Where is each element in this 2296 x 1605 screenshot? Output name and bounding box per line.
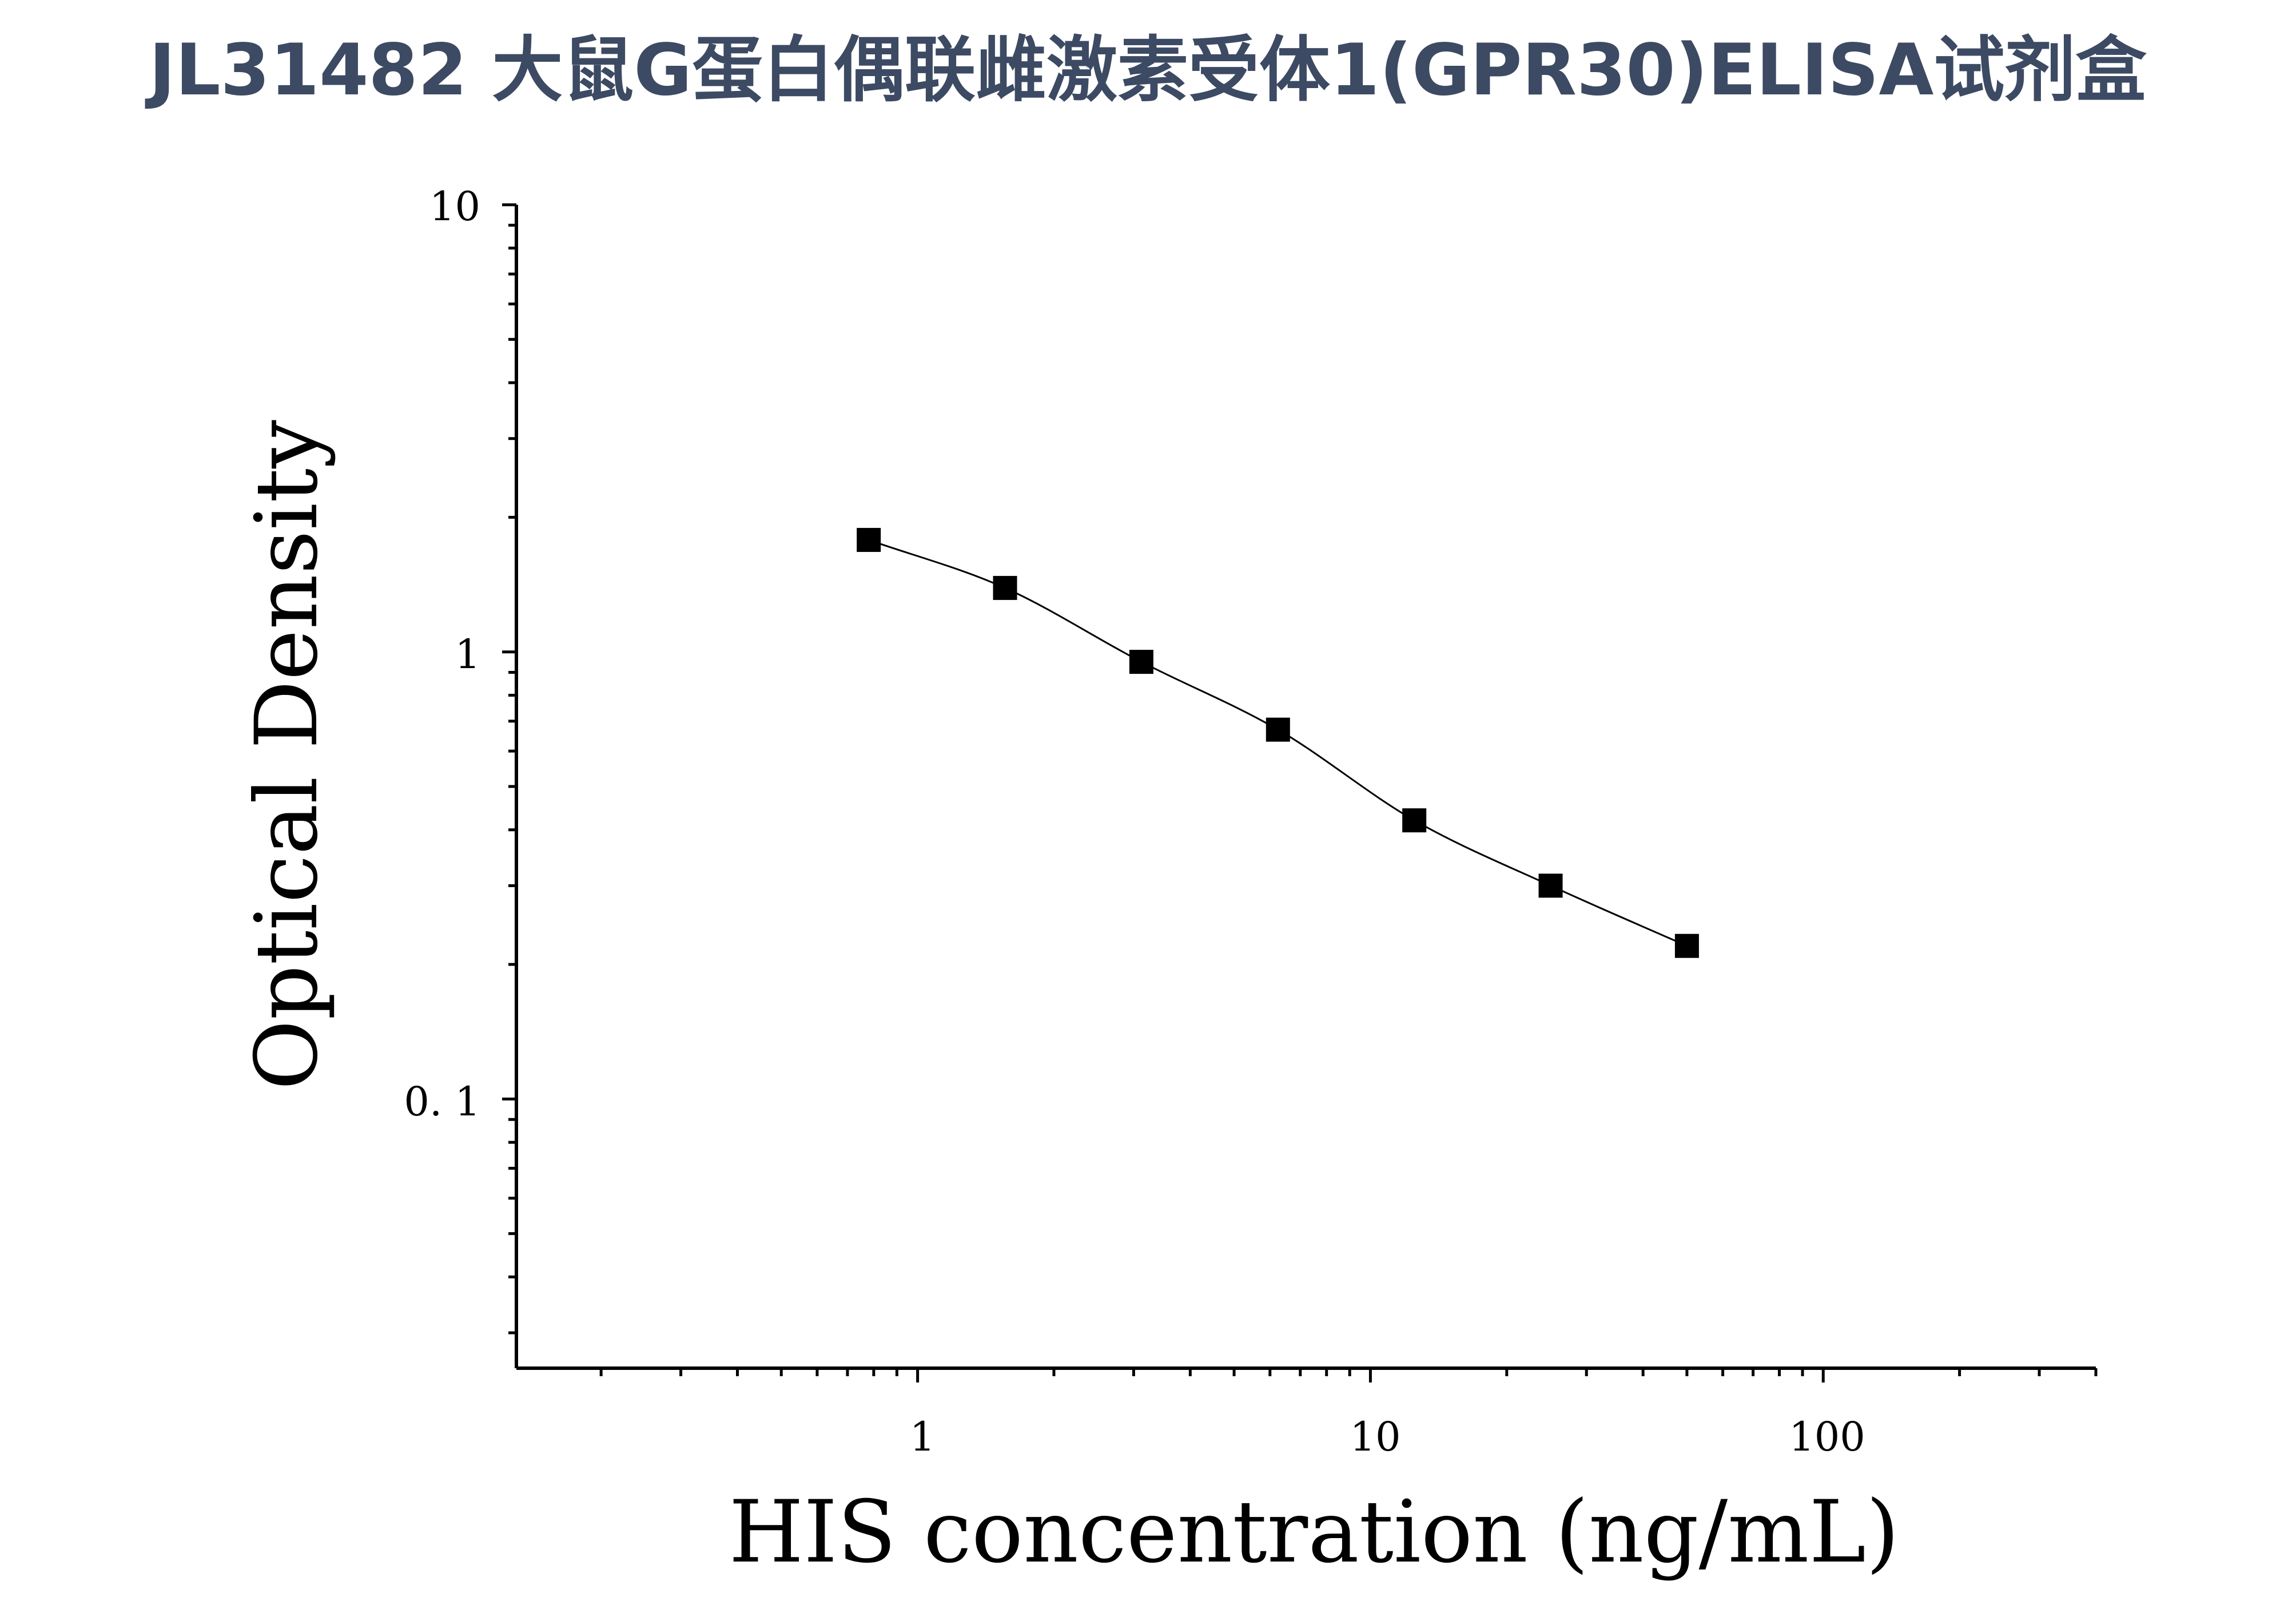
x-axis-label: HIS concentration (ng/mL)	[729, 1483, 1899, 1582]
y-tick-label: 10	[429, 183, 480, 230]
y-axis-label: Optical Density	[237, 420, 337, 1090]
x-tick-label: 100	[1789, 1413, 1865, 1460]
y-tick-label: 0. 1	[404, 1078, 480, 1125]
x-tick-label: 10	[1350, 1413, 1400, 1460]
data-point	[857, 527, 881, 552]
data-point	[1402, 808, 1427, 833]
data-point	[993, 575, 1017, 600]
data-point	[1538, 873, 1563, 898]
data-markers	[857, 527, 1699, 958]
axes	[515, 205, 2096, 1370]
chart-title: JL31482 大鼠G蛋白偶联雌激素受体1(GPR30)ELISA试剂盒	[145, 29, 2147, 112]
data-point	[1266, 717, 1290, 742]
fit-curve	[868, 539, 1688, 947]
x-tick-label: 1	[910, 1413, 936, 1460]
ticks	[502, 203, 2098, 1382]
data-point	[1674, 933, 1699, 958]
y-tick-label: 1	[455, 631, 480, 678]
data-point	[1129, 650, 1153, 674]
tick-labels: 1 10 100 10 1 0. 1	[404, 183, 1865, 1460]
